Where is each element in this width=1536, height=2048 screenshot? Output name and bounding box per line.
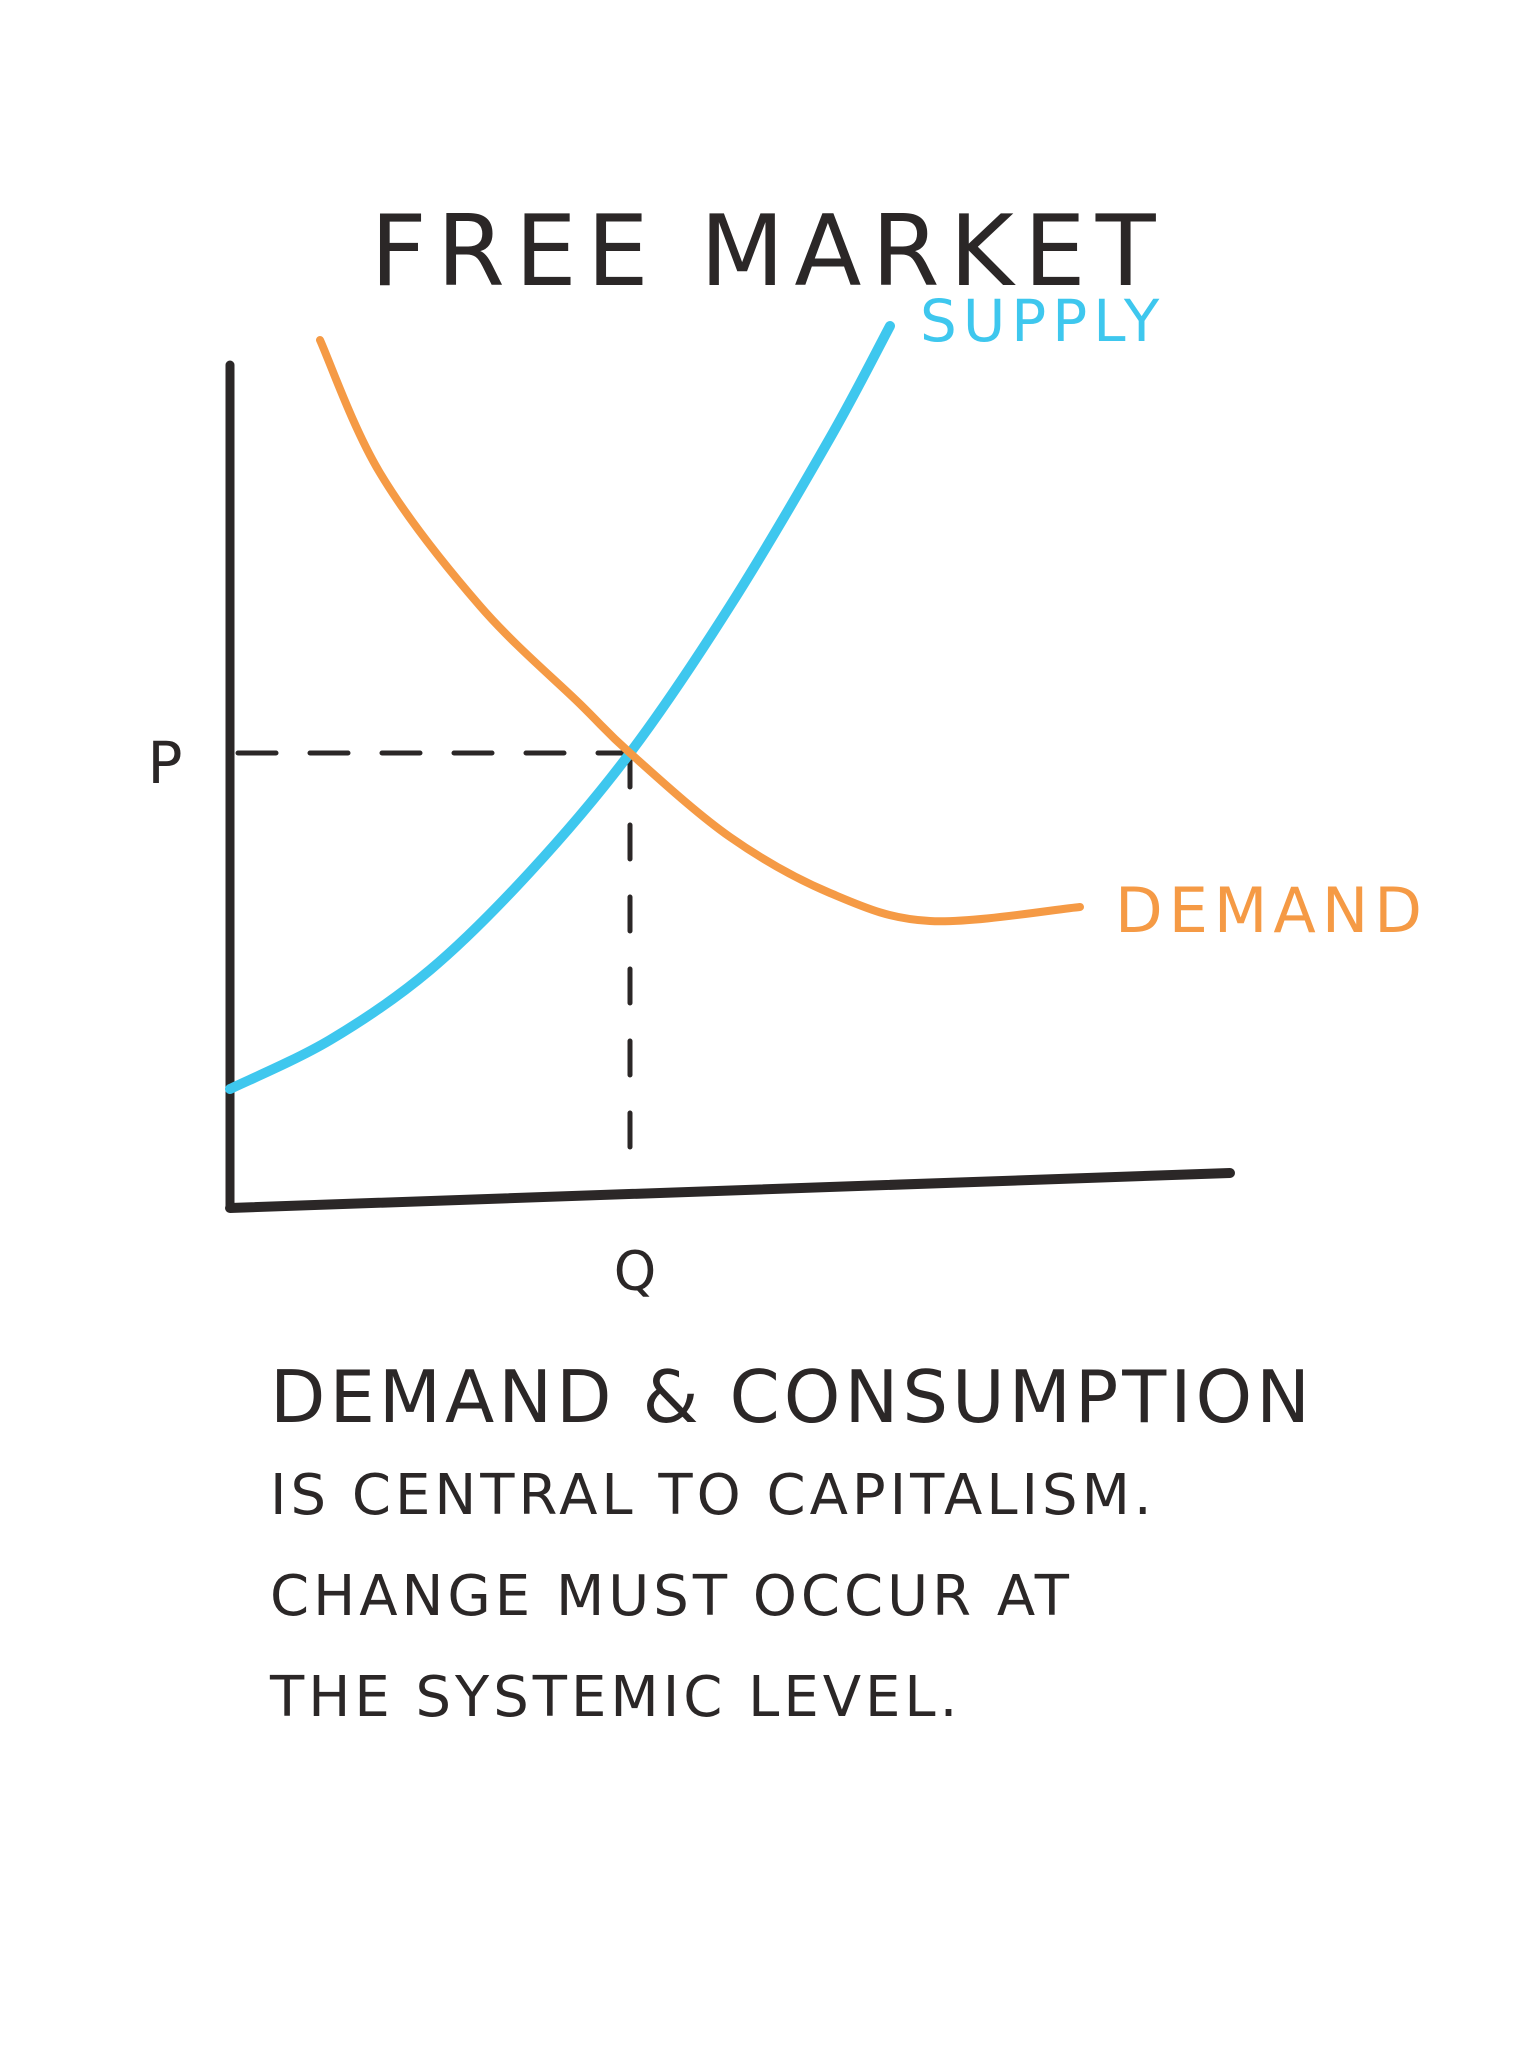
x-tick-label: Q — [614, 1240, 657, 1303]
caption-line: DEMAND & CONSUMPTION — [270, 1355, 1315, 1439]
caption-line: IS CENTRAL TO CAPITALISM. — [270, 1463, 1156, 1528]
caption-line: THE SYSTEMIC LEVEL. — [270, 1665, 962, 1730]
caption-line: CHANGE MUST OCCUR AT — [270, 1564, 1073, 1629]
series-line-demand — [316, 336, 1084, 926]
series-line-supply — [225, 321, 895, 1094]
series-label-demand: DEMAND — [1115, 874, 1428, 947]
caption: DEMAND & CONSUMPTION IS CENTRAL TO CAPIT… — [270, 1355, 1370, 1766]
y-tick-label: P — [148, 729, 183, 797]
series-label-supply: SUPPLY — [920, 287, 1165, 355]
x-axis — [225, 1168, 1235, 1213]
chart-title: FREE MARKET — [370, 195, 1166, 309]
